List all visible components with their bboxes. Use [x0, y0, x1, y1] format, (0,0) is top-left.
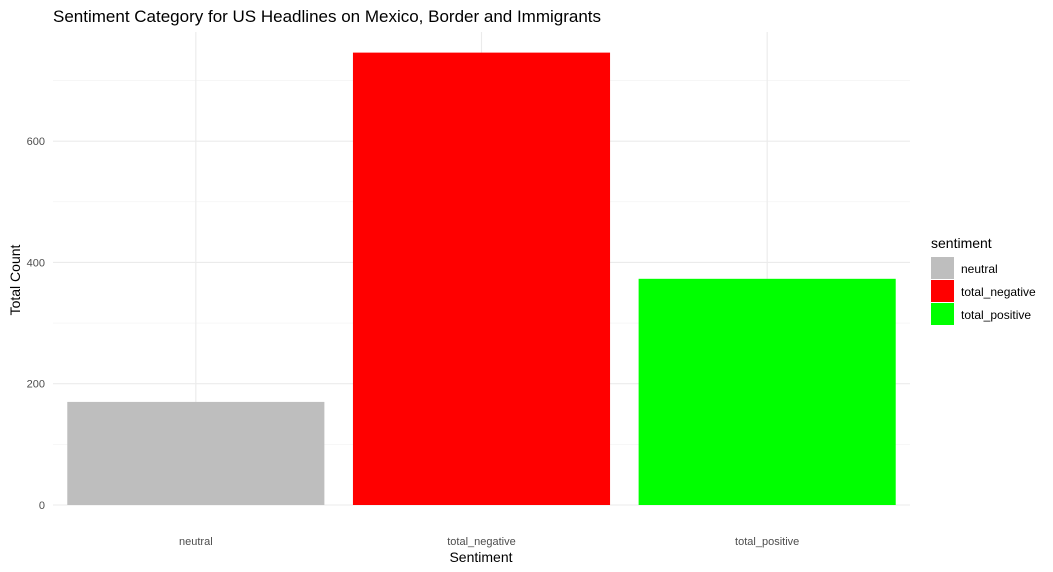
legend-label: total_positive: [961, 308, 1031, 322]
bar-neutral: [67, 401, 325, 505]
x-axis-title: Sentiment: [449, 549, 512, 565]
bar-total-negative: [352, 52, 611, 505]
y-tick-label: 400: [27, 257, 45, 269]
legend: sentiment neutral total_negative total_pos…: [931, 235, 1036, 325]
bars: [67, 52, 896, 505]
legend-title: sentiment: [931, 235, 992, 251]
legend-key-total-negative: [931, 280, 954, 302]
bar-total-positive: [638, 278, 896, 505]
legend-items: neutral total_negative total_positive: [931, 257, 1036, 325]
y-tick-label: 0: [39, 500, 45, 512]
x-tick-label: total_positive: [735, 536, 799, 548]
legend-label: neutral: [961, 262, 998, 276]
x-axis-tick-labels: neutral total_negative total_positive: [179, 536, 799, 548]
x-tick-label: neutral: [179, 536, 213, 548]
y-tick-label: 200: [27, 379, 45, 391]
legend-key-neutral: [931, 257, 954, 279]
y-axis-tick-labels: 0 200 400 600: [27, 136, 45, 512]
y-axis-title: Total Count: [7, 244, 23, 315]
y-tick-label: 600: [27, 136, 45, 148]
legend-label: total_negative: [961, 285, 1036, 299]
x-tick-label: total_negative: [447, 536, 516, 548]
legend-key-total-positive: [931, 303, 954, 325]
chart-title: Sentiment Category for US Headlines on M…: [53, 7, 601, 26]
